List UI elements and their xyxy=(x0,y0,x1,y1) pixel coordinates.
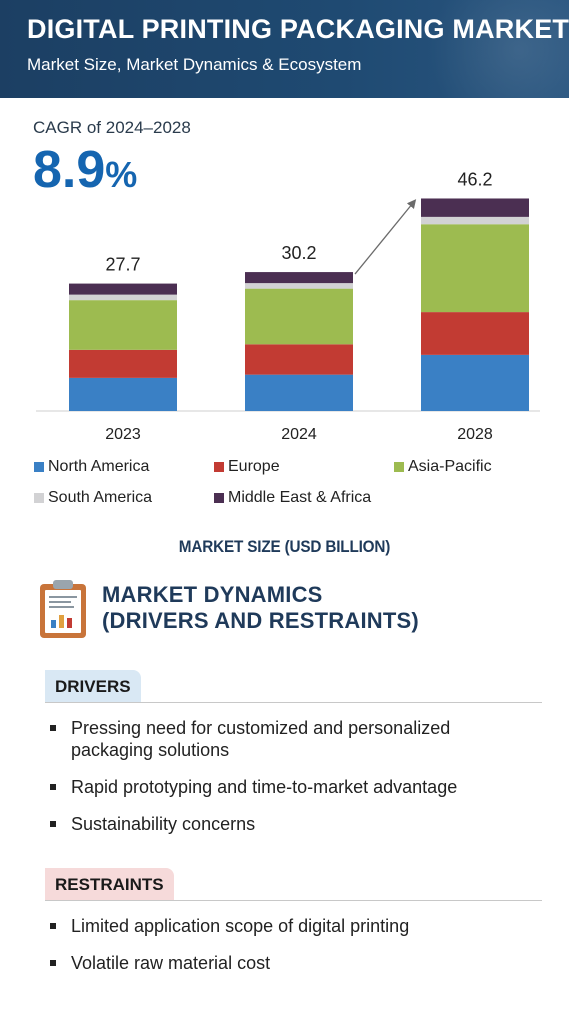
legend-swatch xyxy=(394,462,404,472)
cagr-number: 8.9 xyxy=(33,141,106,199)
bar-segment xyxy=(421,354,529,411)
cagr-label: CAGR of 2024–2028 xyxy=(33,118,191,137)
bar-segment xyxy=(245,283,353,289)
dynamics-title: MARKET DYNAMICS (DRIVERS AND RESTRAINTS) xyxy=(102,582,419,634)
drivers-item: Sustainability concerns xyxy=(50,813,530,835)
legend-label: Middle East & Africa xyxy=(228,489,372,506)
bar-total-label: 30.2 xyxy=(281,243,316,263)
legend-label: South America xyxy=(48,489,153,506)
bar-segment xyxy=(69,300,177,350)
drivers-item: Pressing need for customized and persona… xyxy=(50,717,530,761)
drivers-list: Pressing need for customized and persona… xyxy=(50,717,530,850)
chart-axis-caption: MARKET SIZE (USD BILLION) xyxy=(178,537,391,556)
legend-item: North America xyxy=(34,458,149,476)
dynamics-title-line2: (DRIVERS AND RESTRAINTS) xyxy=(102,608,419,633)
cagr-value: 8.9% xyxy=(33,140,137,205)
restraints-tab: RESTRAINTS xyxy=(45,868,174,901)
x-tick-label: 2024 xyxy=(281,426,317,443)
bar-segment xyxy=(69,294,177,301)
clipboard-chart-icon xyxy=(40,580,86,638)
growth-arrow xyxy=(354,199,417,275)
legend-label: North America xyxy=(48,458,150,475)
x-tick-label: 2028 xyxy=(457,426,493,443)
cagr-unit: % xyxy=(105,154,138,195)
legend-swatch xyxy=(34,462,44,472)
bar-segment xyxy=(245,374,353,411)
legend-item: South America xyxy=(34,489,152,507)
bar-segment xyxy=(421,198,529,217)
restraints-divider xyxy=(45,900,542,901)
page-subtitle: Market Size, Market Dynamics & Ecosystem xyxy=(27,55,362,74)
bar-segment xyxy=(421,224,529,313)
drivers-divider xyxy=(45,702,542,703)
restraints-item: Volatile raw material cost xyxy=(50,952,530,974)
legend-item: Europe xyxy=(214,458,280,476)
bar-segment xyxy=(245,344,353,375)
drivers-item: Rapid prototyping and time-to-market adv… xyxy=(50,776,530,798)
dynamics-title-line1: MARKET DYNAMICS xyxy=(102,582,323,607)
bar-segment xyxy=(69,349,177,378)
drivers-tab: DRIVERS xyxy=(45,670,141,703)
x-tick-label: 2023 xyxy=(105,426,141,443)
legend-label: Asia-Pacific xyxy=(408,458,492,475)
header-banner: DIGITAL PRINTING PACKAGING MARKET Market… xyxy=(0,0,569,98)
legend-swatch xyxy=(214,493,224,503)
bar-segment xyxy=(421,216,529,225)
bar-total-label: 27.7 xyxy=(105,255,140,275)
bar-segment xyxy=(421,312,529,355)
stacked-bar-chart: 27.7 2023 30.2 2024 46.2 2028 xyxy=(36,169,540,443)
legend-item: Asia-Pacific xyxy=(394,458,492,476)
legend-swatch xyxy=(214,462,224,472)
page-title: DIGITAL PRINTING PACKAGING MARKET xyxy=(27,14,569,44)
restraints-list: Limited application scope of digital pri… xyxy=(50,915,530,989)
bar-segment xyxy=(245,272,353,284)
bar-segment xyxy=(69,283,177,295)
bar-segment xyxy=(245,288,353,345)
restraints-item: Limited application scope of digital pri… xyxy=(50,915,530,937)
bar-total-label: 46.2 xyxy=(457,169,492,189)
bar-segment xyxy=(69,377,177,411)
legend-label: Europe xyxy=(228,458,280,475)
legend-item: Middle East & Africa xyxy=(214,489,371,507)
legend-swatch xyxy=(34,493,44,503)
